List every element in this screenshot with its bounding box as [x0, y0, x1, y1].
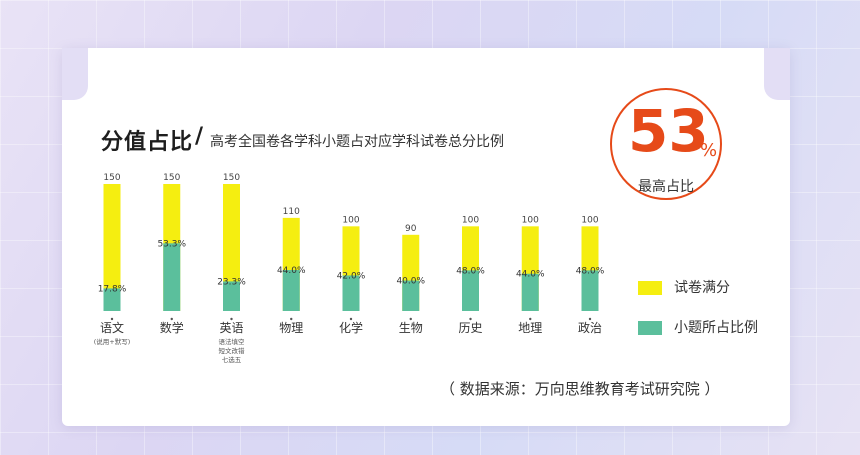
- bar-value-label: 100: [522, 215, 539, 225]
- bar-small-questions: [223, 281, 240, 311]
- category-tick: [230, 317, 233, 321]
- bar-value-label: 100: [581, 215, 598, 225]
- bar-value-label: 90: [405, 224, 417, 234]
- category-label: 历史: [458, 321, 482, 335]
- card-notch-left: [62, 48, 88, 100]
- bar-percent-label: 44.0%: [277, 266, 306, 276]
- category-note: 七选五: [222, 355, 242, 364]
- category-tick: [469, 317, 472, 321]
- category-tick: [409, 317, 412, 321]
- title-separator: /: [195, 124, 204, 149]
- bar-full-score: [223, 184, 240, 311]
- chart-title: 分值占比: [101, 130, 194, 155]
- legend-swatch-small-questions: [638, 321, 662, 335]
- bar-percent-label: 53.3%: [157, 239, 186, 249]
- legend-item-full-score: 试卷满分: [638, 277, 730, 297]
- bar-percent-label: 40.0%: [396, 277, 425, 287]
- data-source: （ 数据来源：万向思维教育考试研究院 ）: [440, 380, 720, 398]
- bar-small-questions: [521, 273, 539, 311]
- max-ratio-badge: 53 % 最高占比: [610, 88, 722, 200]
- category-label: 英语: [219, 321, 243, 335]
- bar-percent-label: 42.0%: [337, 271, 366, 281]
- category-label: 物理: [279, 321, 303, 335]
- bar-small-questions: [402, 280, 420, 311]
- category-label: 生物: [399, 321, 423, 335]
- category-label: 化学: [339, 320, 363, 335]
- bar-value-label: 100: [462, 215, 479, 225]
- badge-unit: %: [700, 140, 718, 161]
- legend-item-small-questions: 小题所占比例: [638, 317, 758, 337]
- bar-percent-label: 23.3%: [217, 277, 246, 287]
- bar-value-label: 150: [163, 173, 180, 183]
- category-label: 数学: [160, 320, 184, 335]
- bar-percent-label: 44.0%: [516, 270, 545, 280]
- category-note: 短文改错: [219, 346, 246, 355]
- bar-value-label: 100: [342, 215, 359, 225]
- bar-small-questions: [462, 270, 479, 311]
- bar-small-questions: [342, 275, 360, 311]
- legend-label-full-score: 试卷满分: [674, 280, 730, 296]
- legend-label-small-questions: 小题所占比例: [674, 320, 758, 336]
- category-label: 政治: [578, 321, 602, 335]
- bar-value-label: 150: [103, 173, 120, 183]
- bar-small-questions: [163, 243, 181, 311]
- bar-small-questions: [581, 270, 599, 311]
- category-note: 语法填空: [219, 337, 246, 346]
- category-tick: [290, 317, 293, 321]
- bar-value-label: 110: [283, 207, 300, 217]
- card-notch-right: [764, 48, 790, 100]
- chart-subtitle: 高考全国卷各学科小题占对应学科试卷总分比例: [210, 134, 504, 150]
- bar-percent-label: 48.0%: [456, 266, 485, 276]
- category-tick: [529, 317, 532, 321]
- category-note: (说用+默写): [94, 337, 131, 346]
- badge-label: 最高占比: [638, 179, 694, 195]
- category-tick: [349, 317, 353, 321]
- bar-full-score: [103, 184, 121, 311]
- bar-value-label: 150: [223, 173, 240, 183]
- bar-percent-label: 17.8%: [98, 284, 127, 294]
- legend-swatch-full-score: [638, 281, 662, 295]
- category-tick: [588, 317, 592, 321]
- bar-small-questions: [282, 270, 300, 311]
- bar-small-questions: [103, 288, 121, 311]
- category-tick: [110, 317, 114, 321]
- category-tick: [170, 317, 173, 321]
- bar-percent-label: 48.0%: [576, 266, 605, 276]
- badge-value: 53: [628, 97, 709, 165]
- category-label: 语文: [100, 320, 124, 335]
- category-label: 地理: [518, 321, 542, 335]
